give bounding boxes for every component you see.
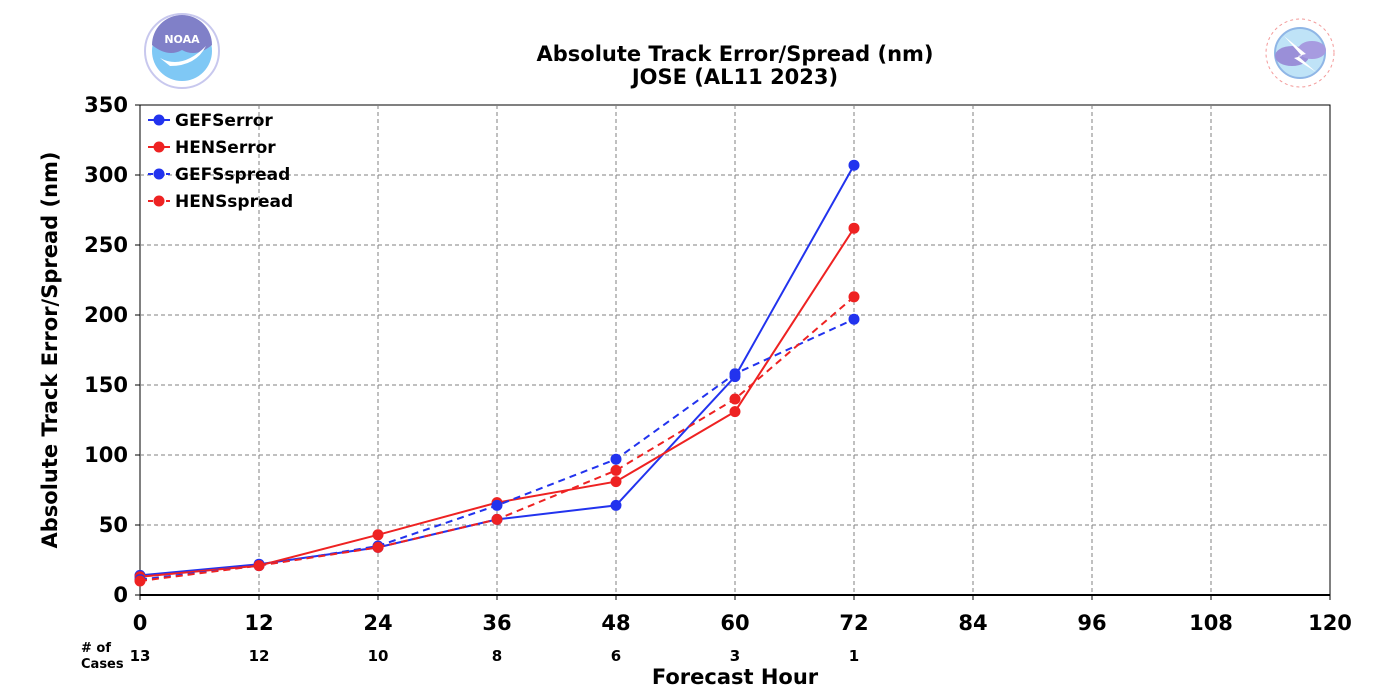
x-axis-label: Forecast Hour xyxy=(652,665,819,689)
series-layer xyxy=(134,159,860,587)
cases-count: 3 xyxy=(730,647,740,665)
cases-count: 12 xyxy=(249,647,270,665)
data-point-gefserror xyxy=(610,499,622,511)
data-point-gefsspread xyxy=(491,499,503,511)
data-point-hensspread xyxy=(729,393,741,405)
cases-count: 10 xyxy=(368,647,389,665)
data-point-gefsspread xyxy=(610,453,622,465)
legend-label-hensspread: HENSspread xyxy=(175,192,293,212)
cases-count: 1 xyxy=(849,647,859,665)
data-point-hensspread xyxy=(134,575,146,587)
x-tick-label: 120 xyxy=(1308,611,1352,635)
data-point-hensspread xyxy=(372,541,384,553)
x-tick-label: 12 xyxy=(244,611,273,635)
data-point-gefserror xyxy=(848,159,860,171)
data-point-hensspread xyxy=(610,464,622,476)
x-tick-label: 48 xyxy=(601,611,630,635)
x-tick-label: 24 xyxy=(363,611,392,635)
legend-label-gefserror: GEFSerror xyxy=(175,111,273,131)
data-point-gefsspread xyxy=(729,368,741,380)
cases-count: 8 xyxy=(492,647,502,665)
x-tick-label: 36 xyxy=(482,611,511,635)
legend-marker-henserror xyxy=(153,141,165,153)
x-tick-label: 72 xyxy=(839,611,868,635)
cases-count: 6 xyxy=(611,647,621,665)
data-point-henserror xyxy=(372,529,384,541)
data-point-hensspread xyxy=(848,291,860,303)
noaa-logo-icon: NOAA xyxy=(144,13,220,89)
cases-header-line2: Cases xyxy=(81,657,124,672)
nws-logo-icon xyxy=(1265,18,1335,88)
y-tick-label: 300 xyxy=(84,163,128,187)
data-point-henserror xyxy=(610,476,622,488)
x-tick-label: 96 xyxy=(1077,611,1106,635)
y-axis: 0 50 100 150 200 250 300 350 xyxy=(84,93,140,607)
legend-marker-gefsspread xyxy=(153,168,165,180)
y-tick-label: 100 xyxy=(84,443,128,467)
cases-header-line1: # of xyxy=(81,641,111,656)
chart-title: Absolute Track Error/Spread (nm) xyxy=(536,42,933,66)
legend-label-gefsspread: GEFSspread xyxy=(175,165,290,185)
legend-label-henserror: HENSerror xyxy=(175,138,276,158)
data-point-gefsspread xyxy=(848,313,860,325)
y-tick-label: 150 xyxy=(84,373,128,397)
x-tick-label: 0 xyxy=(133,611,148,635)
legend: GEFSerror HENSerror GEFSspread HENSspread xyxy=(148,111,293,212)
x-axis: 0 12 24 36 48 60 72 84 96 108 120 xyxy=(133,594,1352,635)
data-point-henserror xyxy=(729,406,741,418)
grid-layer xyxy=(140,105,1330,595)
y-tick-label: 200 xyxy=(84,303,128,327)
y-axis-label: Absolute Track Error/Spread (nm) xyxy=(38,151,62,548)
legend-marker-gefserror xyxy=(153,114,165,126)
chart-subtitle: JOSE (AL11 2023) xyxy=(630,65,838,89)
data-point-hensspread xyxy=(253,560,265,572)
noaa-logo-text: NOAA xyxy=(164,33,200,46)
y-tick-label: 50 xyxy=(99,513,128,537)
x-tick-label: 60 xyxy=(720,611,749,635)
data-point-hensspread xyxy=(491,513,503,525)
x-tick-label: 84 xyxy=(958,611,987,635)
legend-marker-hensspread xyxy=(153,195,165,207)
y-tick-label: 250 xyxy=(84,233,128,257)
y-tick-label: 350 xyxy=(84,93,128,117)
cases-row: 13 12 10 8 6 3 1 xyxy=(130,647,860,665)
data-point-henserror xyxy=(848,222,860,234)
y-tick-label: 0 xyxy=(113,583,128,607)
x-tick-label: 108 xyxy=(1189,611,1233,635)
cases-count: 13 xyxy=(130,647,151,665)
